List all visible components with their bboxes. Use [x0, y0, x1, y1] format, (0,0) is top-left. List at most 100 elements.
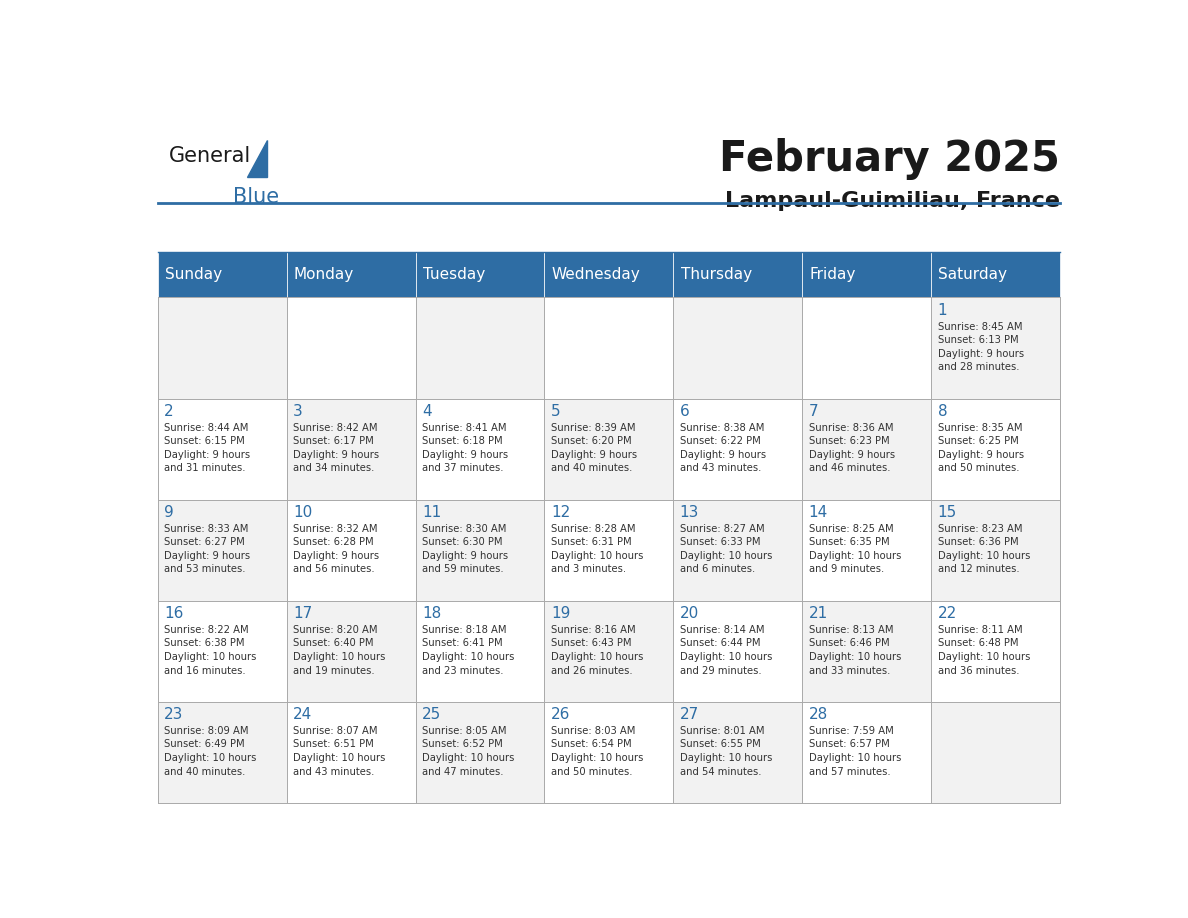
- Text: 28: 28: [809, 708, 828, 722]
- Polygon shape: [247, 140, 267, 176]
- Bar: [544, 701, 674, 803]
- Text: 15: 15: [937, 505, 956, 521]
- Text: 3: 3: [293, 404, 303, 420]
- Bar: [158, 701, 286, 803]
- Bar: [544, 252, 674, 297]
- Text: 25: 25: [422, 708, 441, 722]
- Text: Sunrise: 8:45 AM
Sunset: 6:13 PM
Daylight: 9 hours
and 28 minutes.: Sunrise: 8:45 AM Sunset: 6:13 PM Dayligh…: [937, 321, 1024, 373]
- Bar: [286, 701, 416, 803]
- Text: Sunrise: 8:42 AM
Sunset: 6:17 PM
Daylight: 9 hours
and 34 minutes.: Sunrise: 8:42 AM Sunset: 6:17 PM Dayligh…: [293, 422, 379, 474]
- Text: 7: 7: [809, 404, 819, 420]
- Bar: [416, 297, 544, 398]
- Bar: [931, 499, 1060, 600]
- Bar: [286, 252, 416, 297]
- Text: February 2025: February 2025: [719, 139, 1060, 181]
- Text: 6: 6: [680, 404, 689, 420]
- Bar: [802, 398, 931, 499]
- Text: Sunrise: 8:09 AM
Sunset: 6:49 PM
Daylight: 10 hours
and 40 minutes.: Sunrise: 8:09 AM Sunset: 6:49 PM Dayligh…: [164, 726, 257, 777]
- Text: Sunrise: 8:01 AM
Sunset: 6:55 PM
Daylight: 10 hours
and 54 minutes.: Sunrise: 8:01 AM Sunset: 6:55 PM Dayligh…: [680, 726, 772, 777]
- Bar: [674, 252, 802, 297]
- Bar: [674, 701, 802, 803]
- Text: 23: 23: [164, 708, 183, 722]
- Text: 12: 12: [551, 505, 570, 521]
- Bar: [416, 499, 544, 600]
- Text: 10: 10: [293, 505, 312, 521]
- Text: 19: 19: [551, 607, 570, 621]
- Bar: [931, 398, 1060, 499]
- Text: Sunrise: 8:39 AM
Sunset: 6:20 PM
Daylight: 9 hours
and 40 minutes.: Sunrise: 8:39 AM Sunset: 6:20 PM Dayligh…: [551, 422, 637, 474]
- Text: Sunrise: 7:59 AM
Sunset: 6:57 PM
Daylight: 10 hours
and 57 minutes.: Sunrise: 7:59 AM Sunset: 6:57 PM Dayligh…: [809, 726, 901, 777]
- Bar: [544, 297, 674, 398]
- Text: 17: 17: [293, 607, 312, 621]
- Bar: [158, 252, 286, 297]
- Text: 5: 5: [551, 404, 561, 420]
- Bar: [931, 701, 1060, 803]
- Bar: [544, 398, 674, 499]
- Text: Sunrise: 8:32 AM
Sunset: 6:28 PM
Daylight: 9 hours
and 56 minutes.: Sunrise: 8:32 AM Sunset: 6:28 PM Dayligh…: [293, 523, 379, 575]
- Bar: [158, 499, 286, 600]
- Text: 11: 11: [422, 505, 441, 521]
- Text: Sunrise: 8:22 AM
Sunset: 6:38 PM
Daylight: 10 hours
and 16 minutes.: Sunrise: 8:22 AM Sunset: 6:38 PM Dayligh…: [164, 625, 257, 676]
- Bar: [286, 600, 416, 701]
- Text: Wednesday: Wednesday: [551, 267, 640, 282]
- Bar: [416, 600, 544, 701]
- Bar: [674, 297, 802, 398]
- Text: Sunrise: 8:36 AM
Sunset: 6:23 PM
Daylight: 9 hours
and 46 minutes.: Sunrise: 8:36 AM Sunset: 6:23 PM Dayligh…: [809, 422, 895, 474]
- Bar: [674, 600, 802, 701]
- Bar: [802, 701, 931, 803]
- Text: Sunrise: 8:44 AM
Sunset: 6:15 PM
Daylight: 9 hours
and 31 minutes.: Sunrise: 8:44 AM Sunset: 6:15 PM Dayligh…: [164, 422, 251, 474]
- Bar: [286, 499, 416, 600]
- Text: 9: 9: [164, 505, 173, 521]
- Bar: [416, 252, 544, 297]
- Text: 1: 1: [937, 303, 947, 319]
- Bar: [544, 600, 674, 701]
- Text: Sunrise: 8:07 AM
Sunset: 6:51 PM
Daylight: 10 hours
and 43 minutes.: Sunrise: 8:07 AM Sunset: 6:51 PM Dayligh…: [293, 726, 385, 777]
- Text: General: General: [169, 145, 251, 165]
- Text: Sunrise: 8:11 AM
Sunset: 6:48 PM
Daylight: 10 hours
and 36 minutes.: Sunrise: 8:11 AM Sunset: 6:48 PM Dayligh…: [937, 625, 1030, 676]
- Text: Monday: Monday: [293, 267, 354, 282]
- Text: Blue: Blue: [233, 186, 279, 207]
- Bar: [158, 600, 286, 701]
- Bar: [802, 252, 931, 297]
- Text: Sunrise: 8:14 AM
Sunset: 6:44 PM
Daylight: 10 hours
and 29 minutes.: Sunrise: 8:14 AM Sunset: 6:44 PM Dayligh…: [680, 625, 772, 676]
- Text: Friday: Friday: [809, 267, 855, 282]
- Bar: [802, 499, 931, 600]
- Text: Sunrise: 8:25 AM
Sunset: 6:35 PM
Daylight: 10 hours
and 9 minutes.: Sunrise: 8:25 AM Sunset: 6:35 PM Dayligh…: [809, 523, 901, 575]
- Bar: [416, 398, 544, 499]
- Bar: [674, 398, 802, 499]
- Text: Sunrise: 8:28 AM
Sunset: 6:31 PM
Daylight: 10 hours
and 3 minutes.: Sunrise: 8:28 AM Sunset: 6:31 PM Dayligh…: [551, 523, 643, 575]
- Text: 24: 24: [293, 708, 312, 722]
- Bar: [416, 701, 544, 803]
- Text: 16: 16: [164, 607, 183, 621]
- Text: Lampaul-Guimiliau, France: Lampaul-Guimiliau, France: [725, 192, 1060, 211]
- Text: Sunrise: 8:03 AM
Sunset: 6:54 PM
Daylight: 10 hours
and 50 minutes.: Sunrise: 8:03 AM Sunset: 6:54 PM Dayligh…: [551, 726, 643, 777]
- Text: Sunrise: 8:13 AM
Sunset: 6:46 PM
Daylight: 10 hours
and 33 minutes.: Sunrise: 8:13 AM Sunset: 6:46 PM Dayligh…: [809, 625, 901, 676]
- Text: Sunrise: 8:16 AM
Sunset: 6:43 PM
Daylight: 10 hours
and 26 minutes.: Sunrise: 8:16 AM Sunset: 6:43 PM Dayligh…: [551, 625, 643, 676]
- Text: Sunrise: 8:05 AM
Sunset: 6:52 PM
Daylight: 10 hours
and 47 minutes.: Sunrise: 8:05 AM Sunset: 6:52 PM Dayligh…: [422, 726, 514, 777]
- Text: Sunrise: 8:23 AM
Sunset: 6:36 PM
Daylight: 10 hours
and 12 minutes.: Sunrise: 8:23 AM Sunset: 6:36 PM Dayligh…: [937, 523, 1030, 575]
- Text: 20: 20: [680, 607, 699, 621]
- Text: Sunrise: 8:20 AM
Sunset: 6:40 PM
Daylight: 10 hours
and 19 minutes.: Sunrise: 8:20 AM Sunset: 6:40 PM Dayligh…: [293, 625, 385, 676]
- Text: Sunrise: 8:35 AM
Sunset: 6:25 PM
Daylight: 9 hours
and 50 minutes.: Sunrise: 8:35 AM Sunset: 6:25 PM Dayligh…: [937, 422, 1024, 474]
- Bar: [286, 297, 416, 398]
- Text: Sunday: Sunday: [165, 267, 222, 282]
- Text: 27: 27: [680, 708, 699, 722]
- Bar: [931, 252, 1060, 297]
- Bar: [802, 600, 931, 701]
- Text: 2: 2: [164, 404, 173, 420]
- Text: Sunrise: 8:41 AM
Sunset: 6:18 PM
Daylight: 9 hours
and 37 minutes.: Sunrise: 8:41 AM Sunset: 6:18 PM Dayligh…: [422, 422, 508, 474]
- Bar: [931, 600, 1060, 701]
- Text: Thursday: Thursday: [681, 267, 752, 282]
- Text: Saturday: Saturday: [939, 267, 1007, 282]
- Text: Sunrise: 8:33 AM
Sunset: 6:27 PM
Daylight: 9 hours
and 53 minutes.: Sunrise: 8:33 AM Sunset: 6:27 PM Dayligh…: [164, 523, 251, 575]
- Bar: [802, 297, 931, 398]
- Text: Tuesday: Tuesday: [423, 267, 485, 282]
- Bar: [158, 297, 286, 398]
- Text: 13: 13: [680, 505, 699, 521]
- Bar: [286, 398, 416, 499]
- Text: 8: 8: [937, 404, 947, 420]
- Text: Sunrise: 8:18 AM
Sunset: 6:41 PM
Daylight: 10 hours
and 23 minutes.: Sunrise: 8:18 AM Sunset: 6:41 PM Dayligh…: [422, 625, 514, 676]
- Text: 26: 26: [551, 708, 570, 722]
- Text: Sunrise: 8:30 AM
Sunset: 6:30 PM
Daylight: 9 hours
and 59 minutes.: Sunrise: 8:30 AM Sunset: 6:30 PM Dayligh…: [422, 523, 508, 575]
- Text: Sunrise: 8:38 AM
Sunset: 6:22 PM
Daylight: 9 hours
and 43 minutes.: Sunrise: 8:38 AM Sunset: 6:22 PM Dayligh…: [680, 422, 766, 474]
